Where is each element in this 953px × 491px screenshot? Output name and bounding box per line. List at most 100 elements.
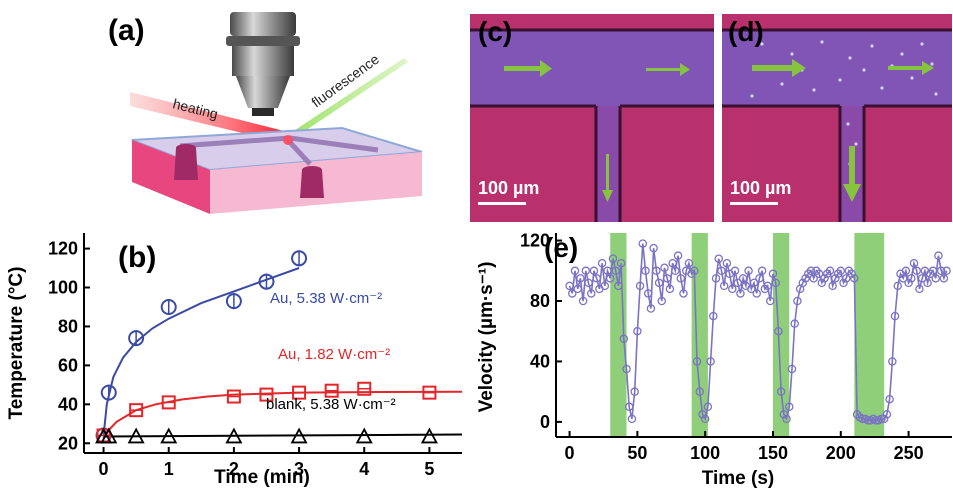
data-point — [633, 326, 642, 336]
data-point — [809, 274, 818, 283]
data-point — [730, 266, 740, 276]
data-point — [885, 394, 894, 404]
data-point — [779, 410, 789, 419]
data-point — [776, 387, 786, 396]
objective-lens-icon — [226, 12, 300, 116]
data-point — [882, 410, 892, 419]
heating-interval-band — [691, 233, 708, 437]
panel-label-a: (a) — [108, 14, 145, 47]
data-point — [820, 274, 829, 283]
data-point — [616, 258, 626, 268]
data-point — [573, 284, 582, 294]
x-tick-label: 250 — [894, 443, 924, 463]
data-point — [934, 251, 943, 260]
y-tick-label: 120 — [520, 231, 550, 251]
data-point — [923, 278, 932, 288]
microfluidic-chip-icon — [131, 126, 423, 214]
data-point — [679, 289, 688, 298]
data-point — [127, 427, 145, 444]
data-point — [836, 266, 846, 276]
x-tick-label: 100 — [690, 443, 720, 463]
micrograph-d: (d) 100 µm — [722, 14, 952, 222]
data-point — [733, 278, 742, 288]
data-point — [744, 266, 753, 276]
data-point — [771, 278, 780, 288]
heating-interval-band — [854, 233, 885, 437]
data-point — [825, 266, 835, 276]
data-point — [785, 402, 794, 412]
data-point — [695, 387, 705, 396]
data-point — [684, 258, 694, 268]
data-point — [709, 311, 718, 321]
legend-red: Au, 1.82 W·cm⁻² — [278, 346, 390, 363]
data-point — [160, 427, 178, 444]
data-point — [587, 289, 596, 298]
data-point — [717, 266, 726, 276]
data-point — [100, 427, 118, 444]
x-tick-label: 1 — [164, 459, 174, 479]
data-point — [828, 281, 837, 291]
data-point — [711, 274, 721, 283]
b-xlabel: Time (min) — [214, 467, 310, 488]
data-point — [766, 296, 775, 306]
data-point — [912, 266, 921, 276]
data-point — [660, 263, 669, 273]
data-point — [847, 269, 856, 279]
x-tick-label: 200 — [826, 443, 856, 463]
panel-label-e: (e) — [544, 232, 578, 263]
fit-curve-2 — [102, 390, 463, 437]
data-point — [611, 266, 620, 276]
data-point — [790, 319, 799, 328]
data-point — [619, 334, 629, 344]
data-point — [673, 251, 683, 260]
data-point — [676, 274, 686, 283]
data-point — [798, 278, 808, 288]
data-point — [768, 269, 778, 279]
data-point — [738, 274, 748, 283]
data-point — [901, 266, 911, 276]
data-point — [917, 274, 927, 283]
data-point — [890, 311, 900, 321]
x-tick-label: 0 — [99, 459, 109, 479]
data-point — [258, 273, 275, 290]
data-point — [100, 384, 117, 401]
data-point — [635, 281, 645, 291]
data-point — [581, 266, 591, 276]
data-point — [668, 258, 677, 268]
panel-label-c: (c) — [478, 16, 513, 47]
heating-interval-band — [772, 233, 790, 437]
data-point — [589, 266, 599, 276]
data-point — [888, 357, 897, 366]
data-point — [671, 266, 680, 276]
scalebar-label-d: 100 µm — [730, 178, 792, 198]
data-point — [624, 402, 634, 412]
data-point — [757, 266, 767, 276]
data-point — [915, 284, 924, 294]
data-point — [638, 239, 648, 248]
data-point — [355, 427, 373, 444]
data-point — [649, 243, 658, 253]
data-point — [662, 274, 672, 283]
flow-arrow-icon — [752, 59, 934, 202]
data-point — [722, 258, 732, 268]
data-point — [646, 304, 656, 313]
x-tick-label: 150 — [758, 443, 788, 463]
data-point — [654, 278, 664, 288]
data-point — [652, 266, 661, 276]
data-point — [576, 274, 585, 283]
data-point — [225, 427, 243, 444]
y-tick-label: 40 — [58, 394, 78, 414]
data-point — [584, 278, 593, 288]
data-point — [831, 274, 840, 283]
fit-curve-3 — [103, 433, 463, 438]
velocity-trace — [568, 243, 948, 422]
data-point — [622, 364, 631, 374]
data-point — [630, 387, 639, 396]
data-point — [863, 416, 873, 425]
data-point — [774, 326, 783, 336]
data-point — [665, 284, 675, 294]
data-point — [657, 296, 667, 306]
e-ylabel: Velocity (µm·s⁻¹) — [476, 262, 497, 413]
y-tick-label: 100 — [48, 278, 78, 298]
data-point — [898, 274, 908, 283]
